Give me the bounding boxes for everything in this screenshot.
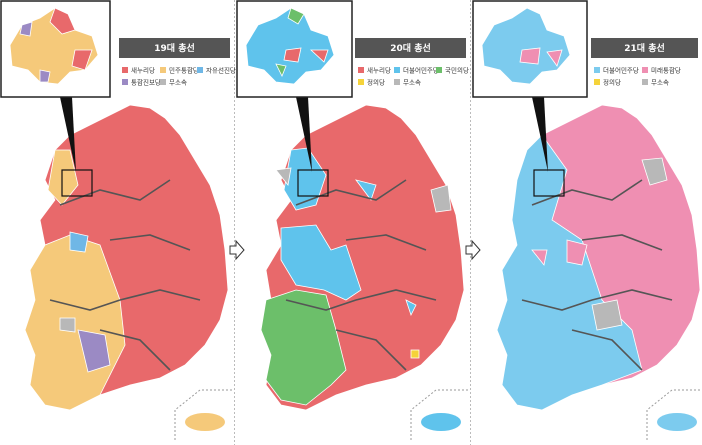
region xyxy=(355,179,417,317)
legend-label: 자유선진당 xyxy=(206,66,236,75)
inset-frame xyxy=(646,389,700,440)
pointer xyxy=(296,97,312,172)
legend-label: 민주통합당 xyxy=(169,66,199,75)
legend-label: 무소속 xyxy=(403,79,421,87)
region xyxy=(69,231,89,253)
legend-swatch xyxy=(160,79,166,85)
region xyxy=(275,7,305,77)
region xyxy=(275,167,452,213)
seoul-marker xyxy=(297,169,329,197)
legend-label: 더불어민주당 xyxy=(403,66,439,75)
legend-swatch xyxy=(358,79,364,85)
panel-title: 21대 총선 xyxy=(624,42,665,54)
region xyxy=(410,349,420,359)
region xyxy=(260,289,347,406)
region xyxy=(49,7,93,71)
region xyxy=(531,239,588,266)
region xyxy=(280,224,362,301)
legend-label: 무소속 xyxy=(651,79,669,87)
legend-label: 새누리당 xyxy=(131,66,155,75)
jeju xyxy=(185,413,225,431)
legend-label: 정의당 xyxy=(367,78,385,87)
region xyxy=(591,157,668,331)
panel-21: 21대 총선 xyxy=(465,0,701,440)
legend-label: 새누리당 xyxy=(367,66,391,75)
region xyxy=(47,149,79,206)
legend-swatch xyxy=(436,67,442,73)
legend-swatch xyxy=(160,67,166,73)
legend-swatch xyxy=(394,67,400,73)
region xyxy=(59,317,76,333)
region xyxy=(19,21,51,83)
legend-swatch xyxy=(394,79,400,85)
legend-swatch xyxy=(594,67,600,73)
panel-19: 19대 총선 xyxy=(0,0,232,440)
region xyxy=(519,47,563,67)
legend-swatch xyxy=(642,79,648,85)
region xyxy=(77,329,111,373)
legend-label: 정의당 xyxy=(603,78,621,87)
legend-swatch xyxy=(122,79,128,85)
panel-20: 20대 총선 xyxy=(229,0,468,440)
arrow xyxy=(229,239,245,261)
legend-label: 통합진보당 xyxy=(131,78,161,87)
region xyxy=(283,47,329,63)
arrow xyxy=(465,239,481,261)
pointer xyxy=(60,97,76,172)
legend-swatch xyxy=(197,67,203,73)
legend-label: 국민의당 xyxy=(445,66,469,75)
panel-title: 19대 총선 xyxy=(154,42,195,54)
seoul-marker xyxy=(533,169,565,197)
title-bar xyxy=(119,38,230,58)
legend-swatch xyxy=(358,67,364,73)
jeju xyxy=(421,413,461,431)
jeju xyxy=(657,413,697,431)
legend-label: 더불어민주당 xyxy=(603,66,639,75)
legend-label: 무소속 xyxy=(169,79,187,87)
title-bar xyxy=(591,38,698,58)
legend-label: 미래통합당 xyxy=(651,66,681,75)
pointer xyxy=(532,97,548,172)
title-bar xyxy=(355,38,466,58)
legend-swatch xyxy=(122,67,128,73)
seoul-marker xyxy=(61,169,93,197)
legend-swatch xyxy=(594,79,600,85)
legend-swatch xyxy=(642,67,648,73)
panel-title: 20대 총선 xyxy=(390,42,431,54)
